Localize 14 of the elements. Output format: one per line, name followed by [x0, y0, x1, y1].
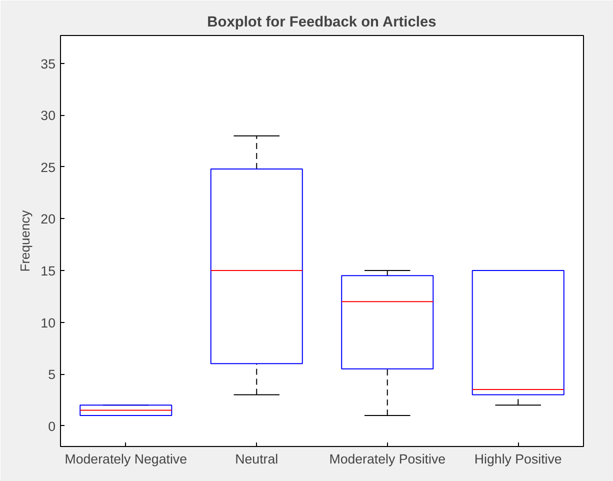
y-tick-label: 20: [40, 212, 56, 227]
x-tick-label: Highly Positive: [474, 452, 562, 466]
y-tick-label: 25: [40, 160, 56, 175]
y-tick-label: 5: [48, 367, 56, 382]
y-tick-label: 30: [40, 108, 56, 124]
y-tick-label: 15: [40, 264, 56, 279]
x-tick-label: Moderately Negative: [64, 452, 188, 466]
y-tick-label: 10: [40, 315, 56, 330]
x-tick-label: Moderately Positive: [329, 452, 446, 466]
chart-title: Boxplot for Feedback on Articles: [207, 14, 436, 30]
y-tick-label: 0: [48, 418, 56, 434]
y-tick-label: 35: [40, 56, 56, 72]
x-tick-label: Neutral: [235, 452, 278, 466]
y-axis-title: Frequency: [18, 210, 33, 272]
